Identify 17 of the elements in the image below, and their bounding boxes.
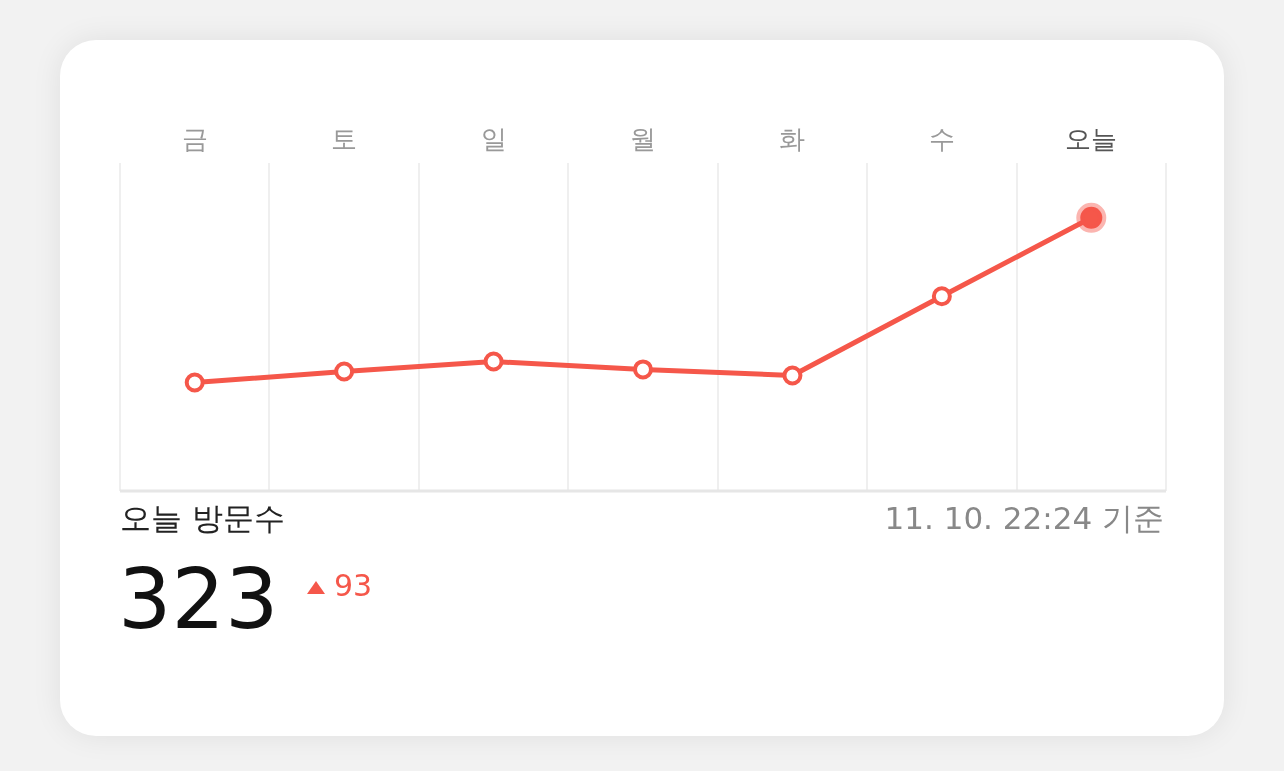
x-tick-label: 월 (630, 124, 656, 155)
text: 323 (118, 550, 279, 648)
point (184, 372, 205, 393)
text: 93 (334, 568, 373, 603)
x-tick-label: 오늘 (1065, 124, 1118, 155)
text: 오늘 방문수 (120, 499, 285, 538)
x-tick-label: 화 (779, 124, 806, 155)
x-tick-label: 금 (181, 124, 208, 155)
text: 11. 10. 22:24 기준 (884, 499, 1164, 538)
x-tick-label: 일 (480, 124, 507, 155)
point (483, 351, 504, 372)
point (633, 359, 653, 380)
x-tick-label: 토 (331, 124, 358, 155)
point (931, 286, 952, 307)
x-tick-label: 수 (928, 124, 955, 155)
point (334, 361, 355, 382)
point (782, 365, 803, 386)
